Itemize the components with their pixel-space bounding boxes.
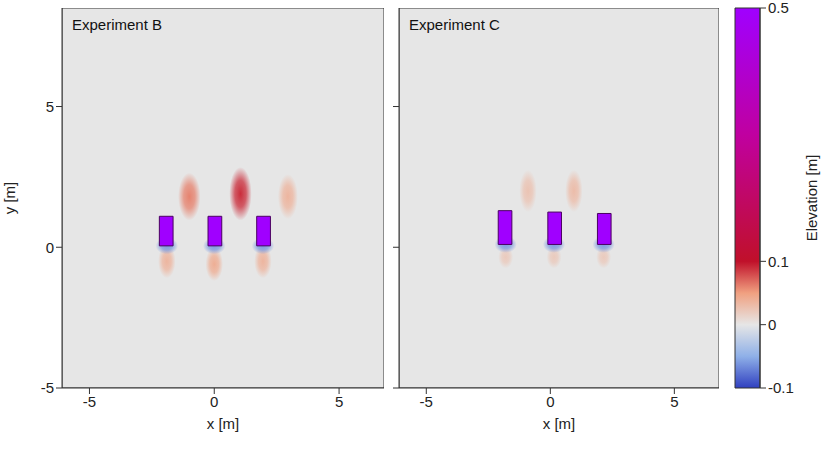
svg-text:y [m]: y [m] — [1, 182, 18, 215]
svg-text:-5: -5 — [420, 393, 433, 410]
svg-text:5: 5 — [670, 393, 678, 410]
svg-text:-5: -5 — [83, 393, 96, 410]
svg-text:-0.1: -0.1 — [768, 379, 794, 396]
svg-text:x [m]: x [m] — [543, 415, 576, 432]
svg-text:x [m]: x [m] — [207, 415, 240, 432]
svg-text:5: 5 — [335, 393, 343, 410]
svg-text:0: 0 — [210, 393, 218, 410]
html-text:Experiment B: Experiment B — [72, 16, 162, 33]
svg-text:Elevation [m]: Elevation [m] — [803, 155, 820, 242]
svg-text:0.1: 0.1 — [768, 253, 789, 270]
svg-text:0: 0 — [546, 393, 554, 410]
html-text:Experiment C: Experiment C — [409, 16, 500, 33]
svg-text:0.5: 0.5 — [768, 0, 789, 16]
svg-text:0: 0 — [46, 239, 54, 256]
svg-text:0: 0 — [768, 316, 776, 333]
svg-text:-5: -5 — [41, 379, 54, 396]
svg-text:5: 5 — [46, 98, 54, 115]
